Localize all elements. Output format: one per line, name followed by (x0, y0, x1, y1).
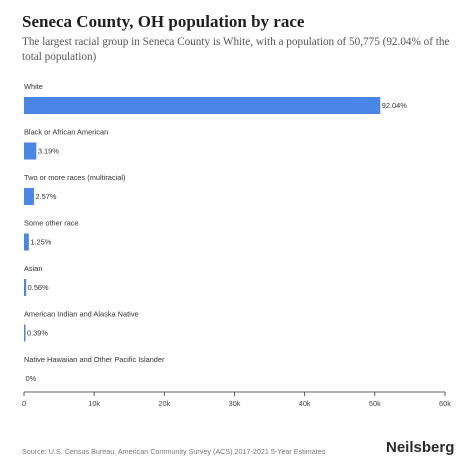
bar (24, 279, 27, 296)
bar (24, 188, 34, 205)
x-tick-label: 0 (22, 399, 26, 408)
source-note: Source: U.S. Census Bureau, American Com… (22, 447, 326, 456)
bar (24, 324, 26, 342)
x-tick-label: 10k (88, 399, 100, 408)
category-label: White (24, 82, 43, 91)
value-label: 92.04% (382, 101, 407, 110)
bar-chart: White 92.04% Black or African American 3.19… (22, 82, 451, 408)
category-label: American Indian and Alaska Native (24, 310, 139, 319)
bar (24, 233, 29, 251)
value-label: 0% (26, 374, 37, 383)
x-tick-label: 20k (158, 399, 170, 408)
value-label: 3.19% (38, 147, 59, 156)
bar (24, 142, 37, 160)
value-label: 0.56% (28, 283, 49, 292)
x-tick-label: 50k (369, 399, 381, 408)
chart-subtitle: The largest racial group in Seneca Count… (22, 36, 450, 63)
brand-logo: Neilsberg (386, 439, 455, 456)
value-label: 0.39% (27, 329, 48, 338)
x-tick-label: 60k (439, 399, 451, 408)
chart-title: Seneca County, OH population by race (22, 12, 305, 31)
category-label: Some other race (24, 219, 79, 228)
bar (24, 97, 381, 114)
value-label: 2.57% (35, 192, 56, 201)
value-label: 1.25% (30, 238, 51, 247)
x-tick-label: 40k (299, 399, 311, 408)
category-label: Two or more races (multiracial) (24, 173, 125, 182)
x-tick-label: 30k (229, 399, 241, 408)
category-label: Asian (24, 264, 43, 273)
category-label: Native Hawaiian and Other Pacific Island… (24, 355, 165, 364)
category-label: Black or African American (24, 128, 108, 137)
